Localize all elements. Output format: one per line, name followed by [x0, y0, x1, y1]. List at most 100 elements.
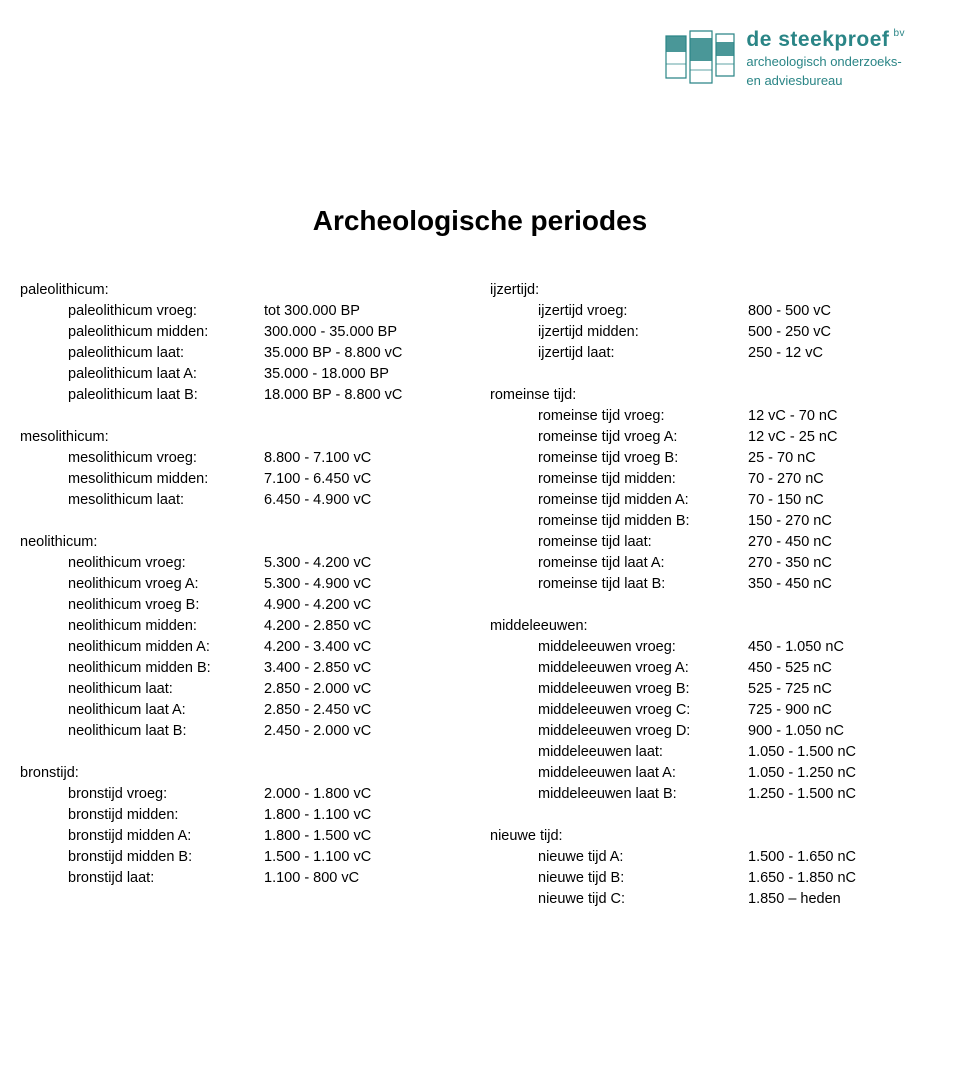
- period-row: neolithicum vroeg A:5.300 - 4.900 vC: [20, 574, 470, 595]
- period-row: middeleeuwen vroeg C:725 - 900 nC: [490, 700, 940, 721]
- period-label: middeleeuwen vroeg C:: [538, 700, 748, 721]
- period-label: middeleeuwen vroeg B:: [538, 679, 748, 700]
- logo-text: de steekproefbv archeologisch onderzoeks…: [746, 28, 905, 90]
- period-label: ijzertijd vroeg:: [538, 301, 748, 322]
- period-value: 35.000 - 18.000 BP: [264, 364, 389, 385]
- period-label: neolithicum midden:: [68, 616, 264, 637]
- period-value: 450 - 1.050 nC: [748, 637, 844, 658]
- periods-left-column: paleolithicum:paleolithicum vroeg:tot 30…: [20, 280, 470, 910]
- period-row: bronstijd midden A:1.800 - 1.500 vC: [20, 826, 470, 847]
- period-value: 70 - 270 nC: [748, 469, 824, 490]
- period-value: 2.850 - 2.450 vC: [264, 700, 371, 721]
- period-label: neolithicum laat:: [68, 679, 264, 700]
- period-row: ijzertijd midden:500 - 250 vC: [490, 322, 940, 343]
- period-label: middeleeuwen laat A:: [538, 763, 748, 784]
- period-row: romeinse tijd midden A:70 - 150 nC: [490, 490, 940, 511]
- period-row: neolithicum laat A:2.850 - 2.450 vC: [20, 700, 470, 721]
- period-value: 2.850 - 2.000 vC: [264, 679, 371, 700]
- period-value: 1.800 - 1.500 vC: [264, 826, 371, 847]
- period-value: 1.250 - 1.500 nC: [748, 784, 856, 805]
- period-value: 270 - 450 nC: [748, 532, 832, 553]
- period-value: 25 - 70 nC: [748, 448, 816, 469]
- period-head: paleolithicum:: [20, 280, 470, 301]
- period-value: 1.500 - 1.650 nC: [748, 847, 856, 868]
- period-label: nieuwe tijd C:: [538, 889, 748, 910]
- period-value: 725 - 900 nC: [748, 700, 832, 721]
- periods-columns: paleolithicum:paleolithicum vroeg:tot 30…: [20, 280, 940, 910]
- period-label: romeinse tijd laat B:: [538, 574, 748, 595]
- period-value: 270 - 350 nC: [748, 553, 832, 574]
- period-value: 4.200 - 3.400 vC: [264, 637, 371, 658]
- period-head: romeinse tijd:: [490, 385, 940, 406]
- period-label: ijzertijd midden:: [538, 322, 748, 343]
- period-value: 2.450 - 2.000 vC: [264, 721, 371, 742]
- period-value: 1.050 - 1.500 nC: [748, 742, 856, 763]
- period-value: 70 - 150 nC: [748, 490, 824, 511]
- period-label: nieuwe tijd A:: [538, 847, 748, 868]
- period-value: 900 - 1.050 nC: [748, 721, 844, 742]
- period-label: middeleeuwen vroeg D:: [538, 721, 748, 742]
- period-value: 150 - 270 nC: [748, 511, 832, 532]
- period-row: neolithicum laat B:2.450 - 2.000 vC: [20, 721, 470, 742]
- period-label: romeinse tijd midden:: [538, 469, 748, 490]
- period-row: paleolithicum midden:300.000 - 35.000 BP: [20, 322, 470, 343]
- period-row: paleolithicum laat A:35.000 - 18.000 BP: [20, 364, 470, 385]
- period-row: middeleeuwen laat A:1.050 - 1.250 nC: [490, 763, 940, 784]
- period-head: middeleeuwen:: [490, 616, 940, 637]
- periods-right-column: ijzertijd:ijzertijd vroeg:800 - 500 vCij…: [490, 280, 940, 910]
- period-value: 3.400 - 2.850 vC: [264, 658, 371, 679]
- period-row: nieuwe tijd B:1.650 - 1.850 nC: [490, 868, 940, 889]
- period-label: romeinse tijd laat:: [538, 532, 748, 553]
- period-value: 450 - 525 nC: [748, 658, 832, 679]
- period-label: paleolithicum laat A:: [68, 364, 264, 385]
- spacer: [490, 364, 940, 385]
- period-label: neolithicum laat A:: [68, 700, 264, 721]
- period-value: 350 - 450 nC: [748, 574, 832, 595]
- period-group: mesolithicum:mesolithicum vroeg:8.800 - …: [20, 427, 470, 511]
- period-value: 5.300 - 4.200 vC: [264, 553, 371, 574]
- period-label: neolithicum midden A:: [68, 637, 264, 658]
- period-value: 4.900 - 4.200 vC: [264, 595, 371, 616]
- period-value: 800 - 500 vC: [748, 301, 831, 322]
- period-row: middeleeuwen vroeg:450 - 1.050 nC: [490, 637, 940, 658]
- period-label: ijzertijd laat:: [538, 343, 748, 364]
- period-row: paleolithicum laat B:18.000 BP - 8.800 v…: [20, 385, 470, 406]
- period-label: neolithicum laat B:: [68, 721, 264, 742]
- period-row: bronstijd midden B:1.500 - 1.100 vC: [20, 847, 470, 868]
- period-value: 250 - 12 vC: [748, 343, 823, 364]
- period-label: romeinse tijd vroeg:: [538, 406, 748, 427]
- period-value: 18.000 BP - 8.800 vC: [264, 385, 402, 406]
- period-head: nieuwe tijd:: [490, 826, 940, 847]
- period-value: 1.500 - 1.100 vC: [264, 847, 371, 868]
- period-head: bronstijd:: [20, 763, 470, 784]
- period-group: romeinse tijd:romeinse tijd vroeg:12 vC …: [490, 385, 940, 595]
- page-title: Archeologische periodes: [0, 205, 960, 237]
- period-row: paleolithicum laat:35.000 BP - 8.800 vC: [20, 343, 470, 364]
- period-value: 500 - 250 vC: [748, 322, 831, 343]
- period-row: romeinse tijd laat B:350 - 450 nC: [490, 574, 940, 595]
- period-label: romeinse tijd vroeg B:: [538, 448, 748, 469]
- period-value: 4.200 - 2.850 vC: [264, 616, 371, 637]
- period-row: neolithicum midden B:3.400 - 2.850 vC: [20, 658, 470, 679]
- period-row: middeleeuwen vroeg D:900 - 1.050 nC: [490, 721, 940, 742]
- period-row: mesolithicum midden:7.100 - 6.450 vC: [20, 469, 470, 490]
- period-label: bronstijd vroeg:: [68, 784, 264, 805]
- period-row: romeinse tijd vroeg B:25 - 70 nC: [490, 448, 940, 469]
- period-value: 2.000 - 1.800 vC: [264, 784, 371, 805]
- period-head: ijzertijd:: [490, 280, 940, 301]
- period-label: paleolithicum vroeg:: [68, 301, 264, 322]
- company-logo: de steekproefbv archeologisch onderzoeks…: [664, 28, 905, 90]
- period-head: neolithicum:: [20, 532, 470, 553]
- period-row: romeinse tijd midden:70 - 270 nC: [490, 469, 940, 490]
- period-row: ijzertijd laat:250 - 12 vC: [490, 343, 940, 364]
- logo-bv: bv: [893, 28, 905, 39]
- period-label: romeinse tijd laat A:: [538, 553, 748, 574]
- period-row: mesolithicum vroeg:8.800 - 7.100 vC: [20, 448, 470, 469]
- period-label: bronstijd midden B:: [68, 847, 264, 868]
- period-row: nieuwe tijd C:1.850 – heden: [490, 889, 940, 910]
- period-label: middeleeuwen laat:: [538, 742, 748, 763]
- period-row: romeinse tijd midden B:150 - 270 nC: [490, 511, 940, 532]
- logo-sub1: archeologisch onderzoeks-: [746, 54, 905, 71]
- period-label: bronstijd midden A:: [68, 826, 264, 847]
- period-label: neolithicum vroeg A:: [68, 574, 264, 595]
